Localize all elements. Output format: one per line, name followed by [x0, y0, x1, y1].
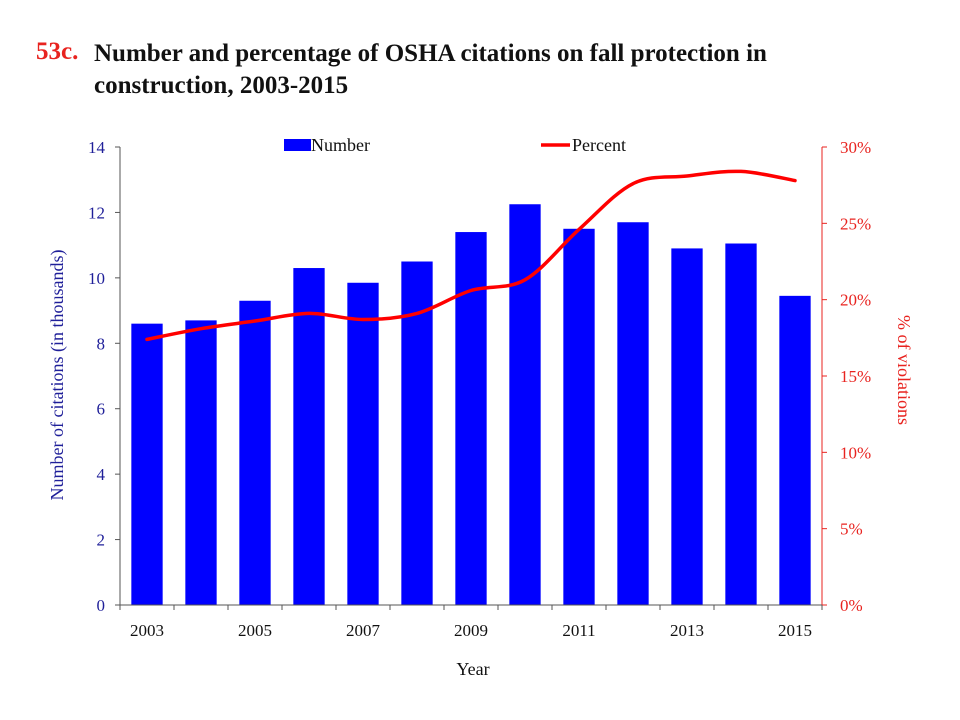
x-tick-label: 2011: [562, 621, 595, 640]
bar-2012: [617, 222, 649, 605]
title-number: 53c.: [36, 38, 79, 65]
title-text: Number and percentage of OSHA citations …: [94, 40, 767, 99]
y-tick-label-left: 6: [97, 400, 106, 419]
x-tick-label: 2007: [346, 621, 381, 640]
bar-2014: [725, 243, 757, 605]
percent-line: [145, 169, 797, 342]
bar-2004: [185, 320, 217, 605]
y-tick-label-right: 10%: [840, 443, 871, 462]
y-tick-label-right: 25%: [840, 214, 871, 233]
legend-swatch-number: [284, 139, 311, 151]
y-tick-label-left: 8: [97, 334, 106, 353]
legend-label-percent: Percent: [572, 135, 626, 155]
y-tick-label-left: 0: [97, 596, 106, 615]
x-tick-label: 2013: [670, 621, 704, 640]
y-tick-label-left: 2: [97, 531, 106, 550]
axes: 0 2 4 6 8 10 12 14 0% 5% 10% 15% 20% 25% 30% 2003 2005 20…: [88, 138, 871, 640]
bar-2013: [671, 248, 703, 605]
y-tick-label-left: 10: [88, 269, 105, 288]
x-tick-label: 2005: [238, 621, 272, 640]
bar-2007: [347, 282, 379, 605]
legend-label-number: Number: [311, 135, 370, 155]
y-tick-label-right: 20%: [840, 291, 871, 310]
x-tick-label: 2003: [130, 621, 164, 640]
x-axis-label: Year: [456, 659, 489, 679]
bar-2006: [293, 268, 325, 605]
bar-2008: [401, 261, 433, 605]
y-axis-label-right: % of violations: [894, 315, 914, 425]
y-tick-label-right: 15%: [840, 367, 871, 386]
y-tick-label-right: 0%: [840, 596, 863, 615]
legend: Number Percent: [284, 135, 626, 155]
bar-2011: [563, 228, 595, 606]
y-tick-label-left: 12: [88, 203, 105, 222]
y-tick-label-left: 14: [88, 138, 106, 157]
bar-2010: [509, 204, 541, 605]
line-series-percent: [145, 169, 797, 342]
y-axis-label-left: Number of citations (in thousands): [47, 250, 68, 501]
y-tick-label-right: 5%: [840, 520, 863, 539]
y-tick-label-left: 4: [97, 465, 106, 484]
x-tick-label: 2009: [454, 621, 488, 640]
y-tick-label-right: 30%: [840, 138, 871, 157]
bar-series-number: [131, 204, 811, 606]
bar-2005: [239, 300, 271, 605]
bar-2015: [779, 295, 811, 605]
x-tick-label: 2015: [778, 621, 812, 640]
bar-2003: [131, 323, 163, 605]
